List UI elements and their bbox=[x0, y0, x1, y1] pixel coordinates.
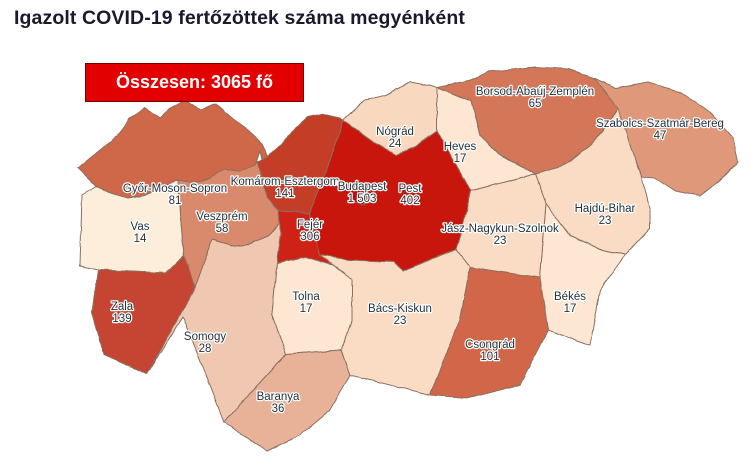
svg-text:141: 141 bbox=[275, 188, 294, 200]
svg-text:24: 24 bbox=[389, 138, 402, 150]
svg-text:Somogy: Somogy bbox=[184, 331, 226, 343]
svg-text:23: 23 bbox=[599, 215, 612, 227]
svg-text:65: 65 bbox=[529, 98, 542, 110]
svg-text:17: 17 bbox=[300, 303, 313, 315]
svg-text:Borsod-Abaúj-Zemplén: Borsod-Abaúj-Zemplén bbox=[476, 86, 594, 98]
svg-text:139: 139 bbox=[112, 313, 131, 325]
svg-text:17: 17 bbox=[454, 153, 467, 165]
svg-text:14: 14 bbox=[134, 233, 147, 245]
svg-text:Baranya: Baranya bbox=[257, 391, 300, 403]
svg-text:306: 306 bbox=[300, 231, 319, 243]
svg-text:36: 36 bbox=[272, 403, 285, 415]
svg-text:Jász-Nagykun-Szolnok: Jász-Nagykun-Szolnok bbox=[441, 223, 559, 235]
svg-text:58: 58 bbox=[216, 223, 229, 235]
svg-text:Bács-Kiskun: Bács-Kiskun bbox=[368, 303, 432, 315]
svg-text:Csongrád: Csongrád bbox=[465, 339, 515, 351]
svg-text:1 503: 1 503 bbox=[348, 193, 377, 205]
svg-text:402: 402 bbox=[400, 195, 419, 207]
svg-text:23: 23 bbox=[394, 315, 407, 327]
svg-text:101: 101 bbox=[480, 351, 499, 363]
svg-text:Zala: Zala bbox=[111, 301, 134, 313]
svg-text:Pest: Pest bbox=[398, 183, 422, 195]
svg-text:Békés: Békés bbox=[554, 291, 586, 303]
svg-text:Hajdú-Bihar: Hajdú-Bihar bbox=[575, 203, 636, 215]
svg-text:Győr-Moson-Sopron: Győr-Moson-Sopron bbox=[123, 183, 227, 195]
svg-text:17: 17 bbox=[564, 303, 577, 315]
svg-text:Szabolcs-Szatmár-Bereg: Szabolcs-Szatmár-Bereg bbox=[596, 118, 724, 130]
svg-text:Veszprém: Veszprém bbox=[196, 211, 247, 223]
svg-text:Komárom-Esztergom: Komárom-Esztergom bbox=[231, 176, 340, 188]
svg-text:47: 47 bbox=[654, 130, 667, 142]
svg-text:Tolna: Tolna bbox=[292, 291, 320, 303]
svg-text:81: 81 bbox=[169, 195, 182, 207]
svg-text:Fejér: Fejér bbox=[297, 219, 323, 231]
svg-text:Nógrád: Nógrád bbox=[376, 126, 414, 138]
svg-text:Budapest: Budapest bbox=[338, 181, 387, 193]
svg-text:Vas: Vas bbox=[131, 221, 150, 233]
svg-text:Heves: Heves bbox=[444, 141, 477, 153]
svg-text:28: 28 bbox=[199, 343, 212, 355]
svg-text:23: 23 bbox=[494, 235, 507, 247]
